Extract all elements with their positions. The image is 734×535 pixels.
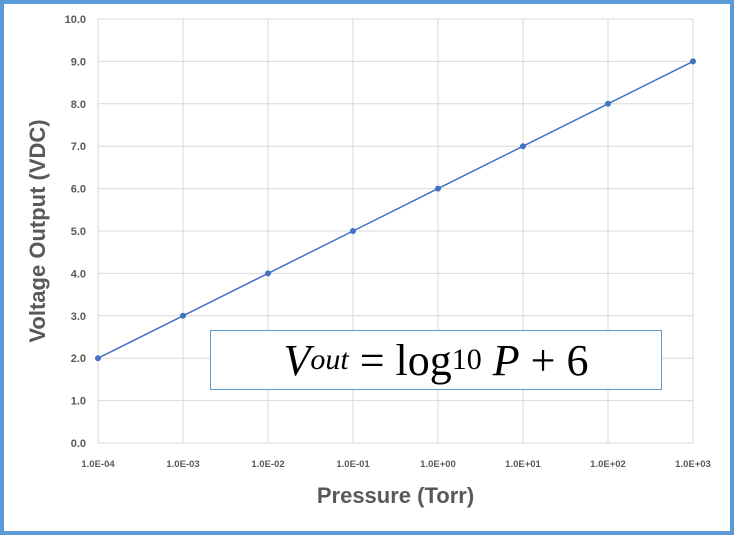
x-tick-label: 1.0E-01 xyxy=(336,459,370,470)
x-tick-label: 1.0E+02 xyxy=(590,459,626,470)
y-tick-label: 8.0 xyxy=(71,99,86,111)
y-tick-label: 3.0 xyxy=(71,311,86,323)
y-tick-label: 10.0 xyxy=(65,14,86,26)
series-line xyxy=(97,60,694,359)
x-tick-label: 1.0E-04 xyxy=(81,459,115,470)
y-tick-label: 1.0 xyxy=(71,396,86,408)
data-point xyxy=(690,58,696,65)
eq-equals: = xyxy=(359,335,385,385)
data-point xyxy=(180,312,186,319)
y-tick-label: 4.0 xyxy=(71,268,86,280)
x-tick-label: 1.0E+00 xyxy=(420,459,456,470)
data-point xyxy=(350,228,356,234)
x-tick-label: 1.0E-03 xyxy=(166,459,199,470)
x-tick-label: 1.0E+03 xyxy=(675,459,711,470)
y-tick-label: 9.0 xyxy=(71,56,86,68)
x-tick-label: 1.0E-02 xyxy=(251,459,284,470)
x-tick-label: 1.0E+01 xyxy=(505,459,541,470)
y-tick-label: 7.0 xyxy=(71,141,86,153)
y-tick-label: 2.0 xyxy=(71,353,86,365)
eq-p: P xyxy=(492,335,520,385)
eq-log: log xyxy=(395,335,452,385)
y-axis-title: Voltage Output (VDC) xyxy=(25,119,50,342)
y-tick-label: 5.0 xyxy=(71,226,86,238)
eq-rest: + 6 xyxy=(530,335,589,385)
data-point xyxy=(435,185,441,192)
data-point xyxy=(605,100,611,107)
x-axis-title: Pressure (Torr) xyxy=(317,483,474,508)
eq-log-sub: 10 xyxy=(451,343,482,376)
y-tick-label: 6.0 xyxy=(71,184,86,196)
y-tick-label: 0.0 xyxy=(71,438,86,450)
eq-v: V xyxy=(283,335,311,385)
data-point xyxy=(265,270,271,277)
eq-v-sub: out xyxy=(310,343,349,376)
data-point xyxy=(95,355,101,362)
data-point xyxy=(520,143,526,150)
